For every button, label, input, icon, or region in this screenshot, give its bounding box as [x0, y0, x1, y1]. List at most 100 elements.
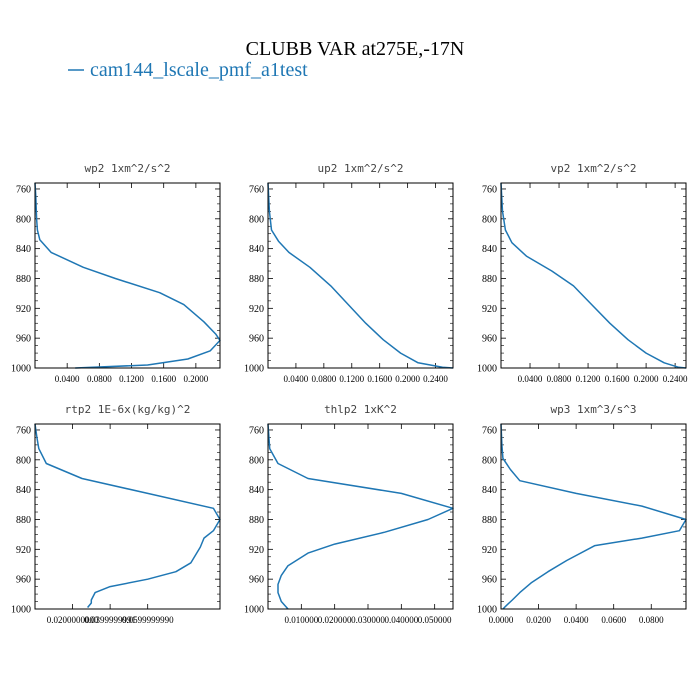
x-tick-label: 0.0400: [284, 374, 309, 384]
panel-5: thlp2 1xK^2 760 800 840 880 920 960 1000 0.01000…: [244, 403, 454, 625]
y-tick-label: 800: [249, 455, 264, 466]
y-tick-label: 840: [16, 244, 31, 255]
x-tick-label: 0.0200000000: [47, 615, 99, 625]
series-line: [500, 423, 687, 610]
y-tick-label: 1000: [11, 364, 31, 375]
panel-4: rtp2 1E-6x(kg/kg)^2 760 800 840 880 920 960 100…: [11, 403, 221, 625]
x-tick-label: 0.0600: [601, 615, 626, 625]
y-tick-label: 1000: [244, 605, 264, 616]
panel-6: wp3 1xm^3/s^3 760 800 840 880 920 960 10000.000…: [477, 403, 687, 625]
x-tick-label: 0.0400: [55, 374, 80, 384]
y-tick-label: 960: [249, 334, 264, 345]
figure-title: CLUBB VAR at275E,-17N: [246, 38, 465, 60]
y-tick-label: 920: [16, 545, 31, 556]
x-tick-label: 0.0400: [518, 374, 543, 384]
x-tick-label: 0.2400: [423, 374, 448, 384]
x-tick-label: 0.0800: [639, 615, 664, 625]
x-tick-label: 0.1200: [119, 374, 144, 384]
y-tick-label: 880: [16, 515, 31, 526]
y-tick-label: 1000: [477, 605, 497, 616]
y-tick-label: 800: [482, 455, 497, 466]
y-tick-label: 840: [482, 485, 497, 496]
panel-title: rtp2 1E-6x(kg/kg)^2: [65, 403, 191, 416]
y-tick-label: 880: [482, 274, 497, 285]
panel-2: up2 1xm^2/s^2 760 800 840 880 920 960 1000 0.040…: [244, 162, 454, 384]
y-tick-label: 840: [482, 244, 497, 255]
y-tick-label: 920: [249, 304, 264, 315]
series-line: [267, 423, 454, 610]
y-tick-label: 800: [16, 455, 31, 466]
panels: wp2 1xm^2/s^2 760 800 840 880 920 960 1000 0.040…: [11, 162, 688, 625]
x-tick-label: 0.0800: [311, 374, 336, 384]
series-line: [34, 182, 221, 369]
panel-title: thlp2 1xK^2: [324, 403, 397, 416]
y-tick-label: 960: [16, 334, 31, 345]
panel-title: wp3 1xm^3/s^3: [550, 403, 636, 416]
x-tick-label: 0.0800: [547, 374, 572, 384]
y-tick-label: 960: [482, 575, 497, 586]
y-tick-label: 1000: [477, 364, 497, 375]
series-line: [34, 423, 221, 608]
y-tick-label: 920: [482, 545, 497, 556]
plot-frame: [34, 182, 221, 369]
x-tick-label: 0.2000: [634, 374, 659, 384]
series-line: [500, 182, 687, 369]
y-tick-label: 800: [482, 214, 497, 225]
x-tick-label: 0.1600: [367, 374, 392, 384]
y-tick-label: 960: [482, 334, 497, 345]
x-tick-label: 0.020000: [318, 615, 352, 625]
panel-title: up2 1xm^2/s^2: [317, 162, 403, 175]
y-tick-label: 760: [16, 425, 31, 436]
y-tick-label: 760: [16, 184, 31, 195]
series-line: [267, 182, 454, 369]
y-tick-label: 960: [16, 575, 31, 586]
y-tick-label: 960: [249, 575, 264, 586]
y-tick-label: 920: [482, 304, 497, 315]
y-tick-label: 880: [482, 515, 497, 526]
x-tick-label: 0.1600: [605, 374, 630, 384]
y-tick-label: 800: [16, 214, 31, 225]
x-tick-label: 0.1200: [576, 374, 601, 384]
y-tick-label: 920: [16, 304, 31, 315]
x-tick-label: 0.1200: [339, 374, 364, 384]
x-tick-label: 0.040000: [384, 615, 418, 625]
y-tick-label: 880: [249, 274, 264, 285]
plot-frame: [34, 423, 221, 610]
y-tick-label: 800: [249, 214, 264, 225]
legend-label: cam144_lscale_pmf_a1test: [90, 59, 308, 81]
y-tick-label: 1000: [11, 605, 31, 616]
y-tick-label: 840: [249, 485, 264, 496]
x-tick-label: 0.0599999990: [122, 615, 174, 625]
x-tick-label: 0.0800: [87, 374, 112, 384]
x-tick-label: 0.0400: [564, 615, 589, 625]
plot-frame: [267, 182, 454, 369]
x-tick-label: 0.2000: [183, 374, 208, 384]
x-tick-label: 0.2000: [395, 374, 420, 384]
x-tick-label: 0.0000: [489, 615, 514, 625]
panel-title: vp2 1xm^2/s^2: [550, 162, 636, 175]
x-tick-label: 0.0200: [526, 615, 551, 625]
y-tick-label: 880: [16, 274, 31, 285]
y-tick-label: 840: [16, 485, 31, 496]
panel-title: wp2 1xm^2/s^2: [84, 162, 170, 175]
x-tick-label: 0.050000: [418, 615, 452, 625]
x-tick-label: 0.010000: [284, 615, 318, 625]
x-tick-label: 0.1600: [151, 374, 176, 384]
x-tick-label: 0.0399999991: [84, 615, 136, 625]
plot-frame: [500, 423, 687, 610]
plot-frame: [267, 423, 454, 610]
y-tick-label: 760: [249, 425, 264, 436]
panel-3: vp2 1xm^2/s^2 760 800 840 880 920 960 1000 0.040…: [477, 162, 688, 384]
y-tick-label: 920: [249, 545, 264, 556]
panel-1: wp2 1xm^2/s^2 760 800 840 880 920 960 1000 0.040…: [11, 162, 221, 384]
y-tick-label: 840: [249, 244, 264, 255]
x-tick-label: 0.2400: [663, 374, 688, 384]
y-tick-label: 760: [249, 184, 264, 195]
x-tick-label: 0.030000: [351, 615, 385, 625]
y-tick-label: 880: [249, 515, 264, 526]
y-tick-label: 760: [482, 184, 497, 195]
y-tick-label: 1000: [244, 364, 264, 375]
plot-frame: [500, 182, 687, 369]
y-tick-label: 760: [482, 425, 497, 436]
